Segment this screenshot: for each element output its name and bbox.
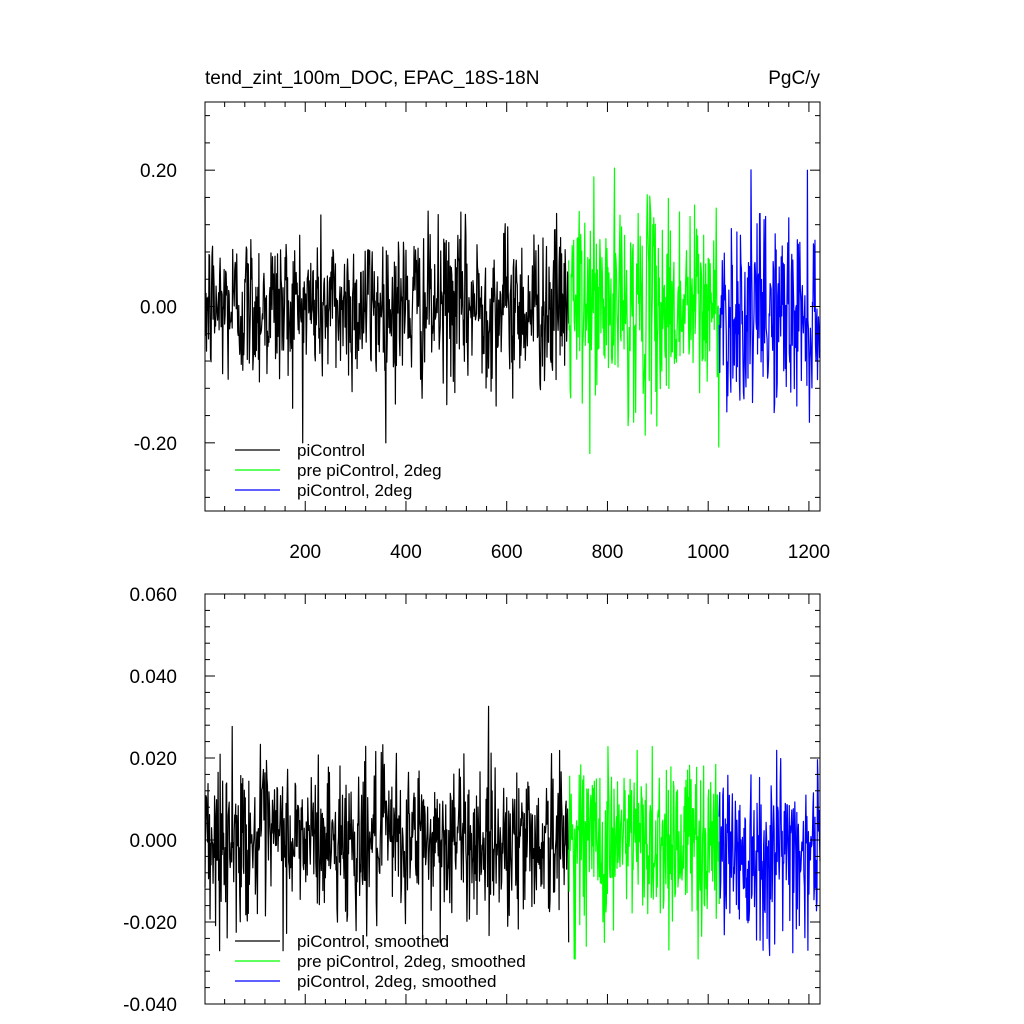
top-series-line-0 bbox=[204, 196, 570, 444]
top-y-tick-label: -0.20 bbox=[134, 434, 177, 455]
bottom-legend-label-1: pre piControl, 2deg, smoothed bbox=[297, 952, 526, 971]
top-legend-label-0: piControl bbox=[297, 441, 365, 460]
top-x-tick-label: 600 bbox=[491, 542, 523, 563]
bottom-tick-marks bbox=[205, 593, 820, 1005]
top-y-tick-label: 0.00 bbox=[140, 298, 177, 319]
bottom-y-tick-label: -0.020 bbox=[123, 913, 177, 934]
top-x-tick-label: 400 bbox=[390, 542, 422, 563]
bottom-series-group bbox=[204, 705, 821, 960]
bottom-y-tick-label: 0.060 bbox=[129, 585, 177, 606]
bottom-panel: -0.040 -0.020 0.000 0.020 0.040 0.060 piContr… bbox=[123, 585, 821, 1016]
top-legend-label-1: pre piControl, 2deg bbox=[297, 461, 442, 480]
top-legend-label-2: piControl, 2deg bbox=[297, 481, 412, 500]
bottom-series-line-1 bbox=[568, 745, 720, 960]
bottom-y-tick-label: 0.000 bbox=[129, 831, 177, 852]
top-panel: tend_zint_100m_DOC, EPAC_18S-18N PgC/y -… bbox=[134, 68, 830, 563]
top-y-tick-label: 0.20 bbox=[140, 161, 177, 182]
bottom-y-tick-label: 0.020 bbox=[129, 749, 177, 770]
bottom-y-tick-label: 0.040 bbox=[129, 667, 177, 688]
top-x-tick-label: 800 bbox=[592, 542, 624, 563]
top-series-line-1 bbox=[568, 167, 720, 455]
top-plot-frame bbox=[204, 101, 821, 512]
top-tick-marks bbox=[205, 102, 820, 511]
top-x-tick-label: 1200 bbox=[788, 542, 830, 563]
top-x-tick-label: 1000 bbox=[687, 542, 729, 563]
top-series-group bbox=[204, 167, 821, 455]
bottom-legend-label-2: piControl, 2deg, smoothed bbox=[297, 972, 496, 991]
top-legend: piControl pre piControl, 2deg piControl,… bbox=[235, 441, 442, 500]
top-chart-units: PgC/y bbox=[768, 68, 820, 89]
bottom-legend: piControl, smoothed pre piControl, 2deg,… bbox=[235, 932, 526, 991]
bottom-series-line-2 bbox=[718, 749, 821, 957]
top-y-tick-labels: -0.20 0.00 0.20 bbox=[134, 161, 177, 455]
top-x-tick-labels: 200 400 600 800 1000 1200 bbox=[289, 542, 830, 563]
bottom-y-tick-labels: -0.040 -0.020 0.000 0.020 0.040 0.060 bbox=[123, 585, 177, 1016]
bottom-plot-frame bbox=[204, 593, 821, 1005]
top-series-line-2 bbox=[718, 169, 821, 423]
bottom-series-line-0 bbox=[204, 705, 570, 952]
top-x-tick-label: 200 bbox=[289, 542, 321, 563]
bottom-legend-label-0: piControl, smoothed bbox=[297, 932, 449, 951]
top-chart-title: tend_zint_100m_DOC, EPAC_18S-18N bbox=[205, 68, 539, 89]
bottom-y-tick-label: -0.040 bbox=[123, 995, 177, 1016]
